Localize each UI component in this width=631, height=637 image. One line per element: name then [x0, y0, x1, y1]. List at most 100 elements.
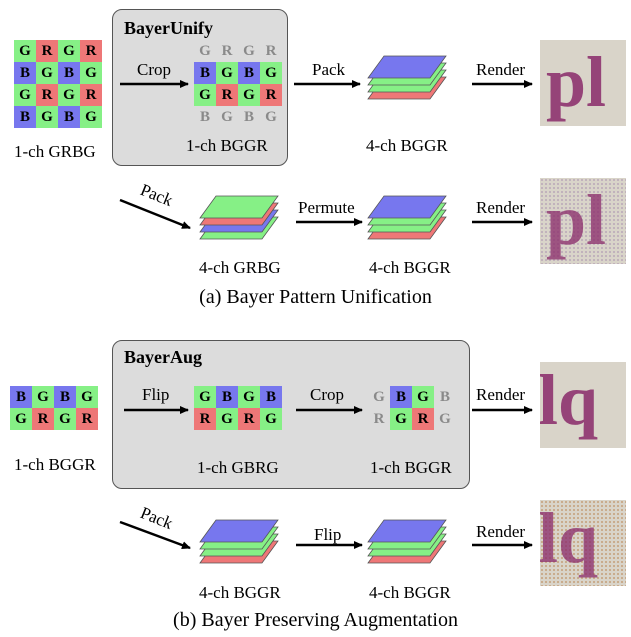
- bayer-cell-b: B: [14, 106, 36, 128]
- stack-layer-g: [367, 69, 447, 93]
- bayer-cell-r: R: [32, 408, 54, 430]
- bayer-cell-g: G: [238, 386, 260, 408]
- stack-layer-r: [199, 540, 279, 564]
- thumb-text-a2: pl: [546, 180, 606, 260]
- stack-layer-g: [367, 533, 447, 557]
- bayer-cell-b: B: [390, 386, 412, 408]
- bayer-cell-g: G: [14, 40, 36, 62]
- stack-layer-b: [199, 519, 279, 543]
- gbrg-flipped-label: 1-ch GBRG: [197, 458, 279, 477]
- bayer-cell-g: G: [194, 84, 216, 106]
- bayer-unify-title: BayerUnify: [124, 18, 213, 38]
- bayer-cell-g: G: [58, 40, 80, 62]
- stack-4ch-bggr-b1: [199, 519, 279, 564]
- bayer-cell-r: R: [36, 84, 58, 106]
- bayer-cell-g: G: [221, 108, 233, 125]
- bggr-input-label: 1-ch BGGR: [14, 455, 96, 474]
- stack-layer-g: [199, 216, 279, 240]
- thumb-text-a1: pl: [546, 42, 606, 122]
- thumb-text-b1: lq: [540, 362, 598, 440]
- bayer-cell-g: G: [58, 84, 80, 106]
- bayer-cell-g: G: [243, 42, 255, 59]
- render-thumbnail-b1: lq: [540, 362, 626, 448]
- stack-layer-g: [199, 526, 279, 550]
- bayer-cell-g: G: [216, 408, 238, 430]
- bayer-cell-g: G: [412, 386, 434, 408]
- bayer-cell-r: R: [80, 40, 102, 62]
- bayer-cell-b: B: [58, 106, 80, 128]
- stack-layer-g: [199, 195, 279, 219]
- bayer-cell-g: G: [260, 62, 282, 84]
- stack-layer-g: [367, 202, 447, 226]
- stack-layer-g: [199, 533, 279, 557]
- caption-a: (a) Bayer Pattern Unification: [199, 286, 432, 308]
- bayer-cell-r: R: [194, 408, 216, 430]
- bayer-aug-title: BayerAug: [124, 347, 202, 367]
- render-arrow-label-4: Render: [476, 522, 526, 541]
- bayer-cell-r: R: [76, 408, 98, 430]
- bayer-cell-r: R: [80, 84, 102, 106]
- stack-4ch-grbg-label: 4-ch GRBG: [199, 258, 281, 277]
- bayer-cell-b: B: [194, 62, 216, 84]
- grbg-input-label: 1-ch GRBG: [14, 142, 96, 161]
- stack-layer-b: [367, 519, 447, 543]
- bayer-cell-r: R: [373, 410, 385, 427]
- pack-diag-label-b: Pack: [138, 503, 176, 533]
- bayer-cell-b: B: [216, 386, 238, 408]
- bayer-cell-g: G: [238, 84, 260, 106]
- bayer-cell-r: R: [216, 84, 238, 106]
- stack-layer-r: [367, 76, 447, 100]
- bayer-cell-g: G: [194, 386, 216, 408]
- bayer-cell-r: R: [36, 40, 58, 62]
- stack-layer-r: [199, 202, 279, 226]
- bayer-cell-g: G: [36, 62, 58, 84]
- flip-arrow-label: Flip: [142, 385, 170, 404]
- stack-layer-r: [367, 540, 447, 564]
- stack-4ch-bggr-a2: [367, 195, 447, 240]
- pack-diag-arrow: [119, 198, 191, 230]
- stack-layer-r: [367, 216, 447, 240]
- bayer-cell-g: G: [260, 408, 282, 430]
- bayer-cell-g: G: [373, 388, 385, 405]
- stack-layer-b: [199, 209, 279, 233]
- thumb-text-b2: lq: [540, 500, 598, 578]
- stack-label-b1: 4-ch BGGR: [199, 583, 281, 602]
- bayer-cell-b: B: [243, 108, 254, 125]
- bayer-cell-b: B: [260, 386, 282, 408]
- bayer-cell-g: G: [10, 408, 32, 430]
- render-thumbnail-a2: pl: [540, 178, 626, 264]
- bayer-cell-g: G: [32, 386, 54, 408]
- bayer-cell-r: R: [260, 84, 282, 106]
- bayer-cell-g: G: [216, 62, 238, 84]
- stack-4ch-bggr-b2: [367, 519, 447, 564]
- render-thumbnail-a1: pl: [540, 40, 626, 126]
- bayer-cell-g: G: [14, 84, 36, 106]
- bayer-cell-b: B: [10, 386, 32, 408]
- flip-arrow-label-2: Flip: [314, 525, 342, 544]
- bggr-cropped-label: 1-ch BGGR: [186, 136, 268, 155]
- bggr-crop-label: 1-ch BGGR: [370, 458, 452, 477]
- crop-arrow-label: Crop: [137, 60, 171, 79]
- bayer-cell-g: G: [439, 410, 451, 427]
- bayer-cell-b: B: [14, 62, 36, 84]
- stack-layer-g: [367, 209, 447, 233]
- bayer-cell-g: G: [76, 386, 98, 408]
- bayer-cell-g: G: [199, 42, 211, 59]
- bayer-cell-g: G: [54, 408, 76, 430]
- bayer-cell-r: R: [221, 42, 233, 59]
- bayer-cell-r: R: [412, 408, 434, 430]
- stack-4ch-bggr-label-2: 4-ch BGGR: [369, 258, 451, 277]
- bayer-cell-g: G: [80, 62, 102, 84]
- stack-layer-b: [367, 195, 447, 219]
- bayer-cell-g: G: [265, 108, 277, 125]
- render-arrow-label-3: Render: [476, 385, 526, 404]
- bayer-cell-g: G: [390, 408, 412, 430]
- bayer-cell-b: B: [199, 108, 210, 125]
- permute-arrow-label: Permute: [298, 198, 355, 217]
- render-arrow-label-1: Render: [476, 60, 526, 79]
